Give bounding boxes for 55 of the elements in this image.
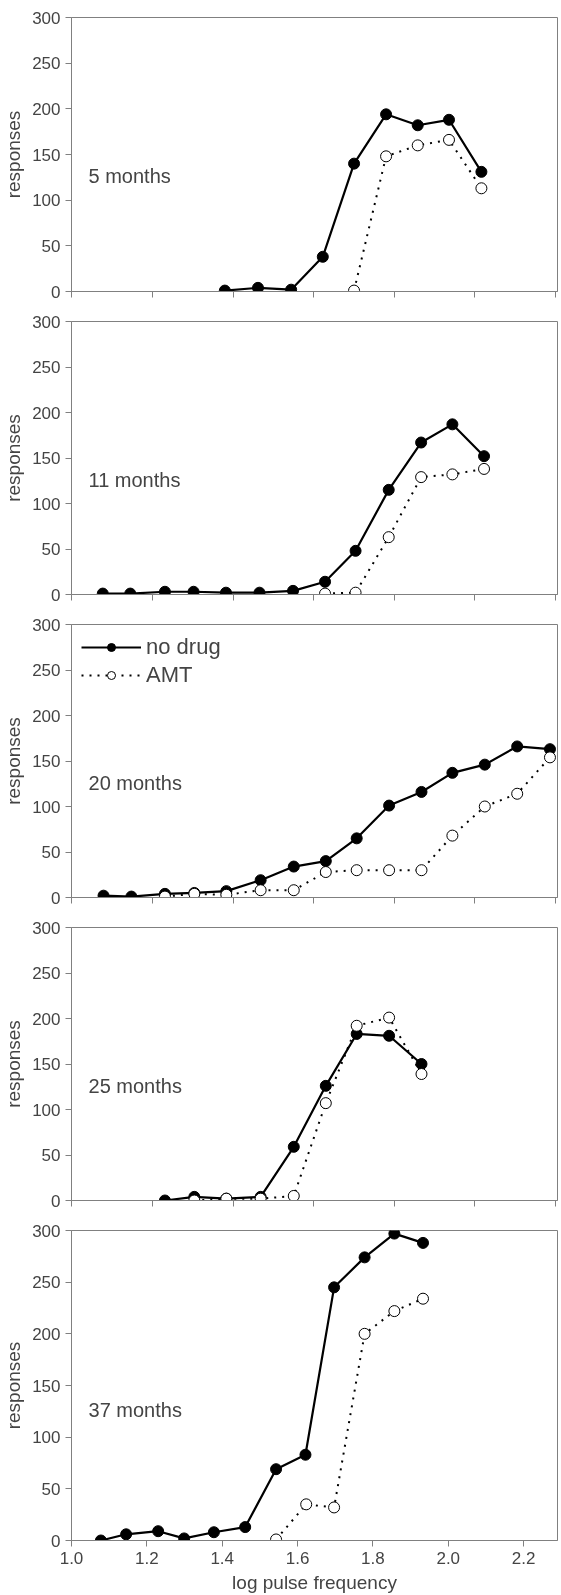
x-tick-label: 1.6: [285, 1548, 310, 1568]
y-tick-label: 0: [51, 1531, 61, 1551]
y-tick-label: 300: [32, 8, 61, 28]
annotation: 5 months: [88, 165, 171, 188]
y-tick-label: 50: [41, 540, 61, 559]
y-tick-label: 50: [41, 843, 61, 862]
y-tick-label: 300: [32, 1221, 61, 1241]
annotation: 11 months: [88, 468, 181, 491]
y-tick-label: 300: [32, 918, 61, 938]
y-tick-label: 100: [32, 1100, 61, 1120]
legend-label: AMT: [146, 662, 193, 688]
y-tick-label: 250: [32, 661, 61, 680]
y-tick-label: 250: [32, 964, 61, 983]
x-tick-label: 2.2: [511, 1548, 536, 1568]
y-tick-label: 200: [32, 1009, 61, 1029]
y-tick-label: 50: [41, 236, 61, 256]
y-tick-label: 250: [32, 1273, 61, 1293]
y-tick-label: 200: [32, 706, 61, 726]
y-axis-title: responses: [3, 1020, 25, 1108]
x-tick-label: 1.8: [361, 1548, 385, 1568]
y-tick-label: 150: [32, 1055, 61, 1074]
y-tick-label: 300: [32, 615, 61, 635]
x-tick-label: 2.0: [436, 1548, 461, 1568]
y-tick-label: 100: [32, 1428, 61, 1448]
y-tick-label: 100: [32, 494, 61, 514]
x-tick-label: 1.2: [135, 1548, 159, 1568]
y-tick-label: 200: [32, 403, 61, 423]
y-axis-title: responses: [3, 414, 25, 502]
y-tick-label: 250: [32, 54, 61, 74]
annotation: 20 months: [88, 771, 182, 794]
y-tick-label: 0: [51, 888, 61, 908]
y-tick-label: 150: [32, 449, 61, 468]
y-tick-label: 100: [32, 191, 61, 211]
y-tick-label: 150: [32, 752, 61, 771]
y-axis-title: responses: [3, 110, 25, 199]
y-tick-label: 0: [51, 585, 61, 605]
y-tick-label: 50: [41, 1146, 61, 1165]
y-tick-label: 200: [32, 99, 61, 119]
y-tick-label: 50: [41, 1479, 61, 1499]
x-tick-label: 1.0: [59, 1548, 84, 1568]
x-tick-label: 1.4: [210, 1548, 235, 1568]
y-tick-label: 0: [51, 1191, 61, 1211]
y-tick-label: 150: [32, 145, 61, 165]
y-tick-label: 100: [32, 797, 61, 817]
x-axis-title: log pulse frequency: [232, 1571, 398, 1593]
y-axis-title: responses: [3, 717, 25, 805]
legend-label: no drug: [146, 634, 221, 660]
y-tick-label: 150: [32, 1376, 61, 1396]
y-axis-title: responses: [3, 1341, 25, 1430]
y-tick-label: 200: [32, 1324, 61, 1344]
annotation: 25 months: [88, 1074, 182, 1097]
y-tick-label: 300: [32, 312, 61, 332]
y-tick-label: 0: [51, 282, 61, 302]
y-tick-label: 250: [32, 358, 61, 377]
annotation: 37 months: [88, 1399, 182, 1422]
